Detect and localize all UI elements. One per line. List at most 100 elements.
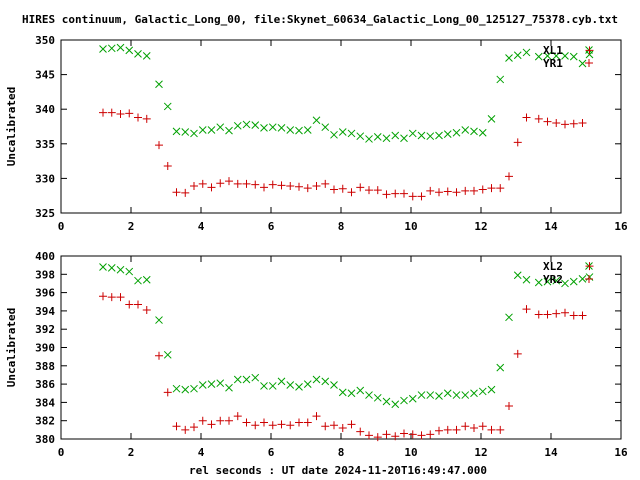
data-point-x (417, 391, 426, 399)
y-tick-label: 384 (35, 396, 55, 409)
data-point-plus (534, 310, 543, 319)
data-point-x (452, 128, 461, 137)
data-point-plus (142, 114, 151, 123)
data-point-x (198, 381, 207, 389)
data-point-x (181, 385, 190, 394)
data-point-plus (190, 423, 198, 432)
data-point-plus (251, 180, 260, 189)
data-point-x (330, 381, 338, 389)
data-point-x (172, 127, 181, 136)
x-tick-label: 0 (58, 220, 65, 233)
data-point-plus (435, 426, 443, 435)
data-point-x (365, 391, 373, 399)
data-point-plus (408, 430, 417, 439)
data-point-x (303, 126, 312, 134)
data-point-x (125, 267, 134, 276)
data-point-plus (163, 161, 172, 170)
y-tick-label: 398 (35, 268, 55, 281)
data-point-x (286, 126, 295, 134)
data-point-x (522, 275, 531, 284)
data-point-plus (356, 427, 365, 436)
data-point-plus (172, 188, 181, 197)
data-point-x (242, 375, 251, 384)
data-point-x (330, 130, 338, 139)
data-point-x (487, 385, 496, 394)
data-point-plus (373, 186, 382, 195)
data-point-plus (277, 181, 286, 190)
data-point-x (338, 128, 347, 136)
data-point-plus (365, 431, 373, 440)
data-point-plus (242, 418, 251, 427)
data-point-x (312, 116, 321, 125)
data-point-x (470, 127, 478, 136)
x-tick-label: 14 (544, 446, 558, 459)
data-point-plus (286, 182, 295, 191)
data-point-x (513, 51, 522, 60)
data-point-plus (391, 432, 400, 441)
y-axis-label: Uncalibrated (5, 308, 18, 387)
data-point-x (578, 275, 587, 283)
data-point-x (181, 128, 190, 136)
data-point-plus (435, 188, 443, 197)
data-point-x (487, 115, 496, 123)
x-tick-label: 8 (338, 220, 345, 233)
legend-marker-plus (585, 59, 593, 67)
legend-marker-plus (585, 275, 593, 283)
data-point-x (251, 121, 260, 129)
data-point-plus (207, 420, 216, 429)
data-point-x (268, 123, 277, 132)
x-tick-label: 2 (128, 220, 135, 233)
y-tick-label: 396 (35, 287, 55, 300)
data-point-plus (496, 184, 505, 193)
data-point-x (338, 388, 347, 397)
data-point-plus (303, 418, 312, 427)
data-point-x (233, 375, 242, 384)
data-point-plus (478, 422, 487, 431)
data-point-plus (513, 349, 522, 358)
data-point-x (134, 276, 142, 285)
data-point-plus (312, 412, 321, 421)
data-point-x (496, 75, 505, 84)
data-point-x (116, 43, 125, 52)
y-tick-label: 382 (35, 415, 55, 428)
data-point-plus (338, 424, 347, 433)
data-point-x (561, 52, 569, 60)
data-point-plus (543, 117, 552, 126)
top-panel: 325 330 335 340 345 350 0 2 4 6 8 10 12 14 16 Uncalibra… (5, 34, 628, 233)
data-point-x (163, 350, 172, 359)
data-point-plus (452, 425, 461, 434)
data-point-plus (496, 425, 505, 434)
data-point-plus (522, 113, 531, 122)
plot-frame (60, 255, 622, 440)
data-point-x (543, 277, 552, 286)
y-tick-label: 380 (35, 433, 55, 446)
data-point-plus (125, 300, 134, 309)
data-point-x (426, 391, 435, 399)
data-point-plus (487, 184, 496, 193)
data-point-plus (312, 182, 321, 191)
data-point-x (233, 121, 242, 130)
data-point-plus (321, 422, 330, 431)
data-point-plus (478, 185, 487, 194)
data-point-plus (321, 179, 330, 188)
data-point-plus (268, 180, 277, 189)
data-point-x (277, 124, 286, 132)
data-point-plus (303, 184, 312, 193)
data-point-x (461, 391, 470, 399)
data-point-plus (225, 416, 233, 425)
data-point-plus (365, 186, 373, 195)
data-point-x (496, 363, 505, 372)
series-YR1 (99, 46, 594, 201)
bottom-panel: 380 382 384 386 388 390 392 394 396 398 400 0 2 4 6 8 10… (5, 250, 628, 459)
data-point-plus (134, 113, 142, 122)
x-axis-label: rel seconds : UT date 2024-11-20T16:49:4… (189, 464, 487, 477)
data-point-x (534, 278, 543, 287)
data-point-x (569, 52, 578, 61)
x-tick-label: 16 (614, 220, 628, 233)
data-point-plus (561, 308, 569, 317)
data-point-plus (470, 186, 478, 195)
data-point-plus (578, 311, 587, 320)
y-tick-label: 345 (35, 69, 55, 82)
data-point-x (107, 264, 116, 272)
